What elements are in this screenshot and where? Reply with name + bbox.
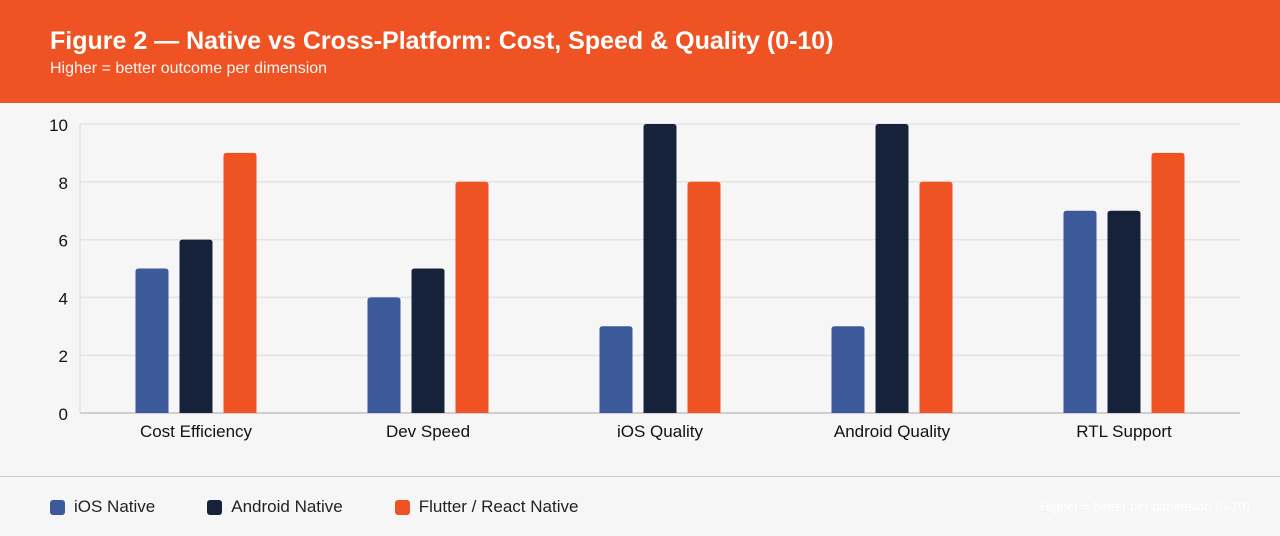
bar-ios-native xyxy=(831,326,865,413)
legend: iOS Native Android Native Flutter / React … xyxy=(50,497,630,517)
legend-label: Flutter / React Native xyxy=(418,497,579,516)
bar-flutter-react-native xyxy=(455,181,489,413)
y-tick-label: 8 xyxy=(59,174,68,193)
x-tick-label: Cost Efficiency xyxy=(140,422,253,441)
legend-swatch xyxy=(50,499,65,515)
bar-ios-native xyxy=(135,268,169,413)
legend-swatch xyxy=(394,499,410,515)
chart-subtitle: Higher = better outcome per dimension xyxy=(50,60,328,77)
bar-android-native xyxy=(179,239,213,413)
bar-flutter-react-native xyxy=(223,152,257,413)
bar-chart: 0 2 4 6 8 10 Cost Efficiency Dev Speed iOS Quali… xyxy=(49,116,1240,441)
bar-android-native xyxy=(875,124,909,413)
x-tick-label: iOS Quality xyxy=(617,422,703,441)
bar-ios-native xyxy=(1063,210,1097,413)
legend-label: iOS Native xyxy=(74,497,156,516)
bar-android-native xyxy=(1107,210,1141,413)
bar-android-native xyxy=(643,124,677,413)
bar-flutter-react-native xyxy=(687,181,721,413)
header-banner: Figure 2 — Native vs Cross-Platform: Cos… xyxy=(0,0,1280,103)
y-tick-label: 4 xyxy=(59,289,68,308)
x-tick-label: Dev Speed xyxy=(386,422,470,441)
divider xyxy=(0,476,1280,477)
bar-flutter-react-native xyxy=(919,181,953,413)
bar-flutter-react-native xyxy=(1151,152,1185,413)
y-tick-label: 6 xyxy=(59,232,68,251)
bar-ios-native xyxy=(599,326,633,413)
bar-android-native xyxy=(411,268,445,413)
y-tick-label: 2 xyxy=(59,347,68,366)
x-tick-label: RTL Support xyxy=(1076,422,1172,441)
chart-title: Figure 2 — Native vs Cross-Platform: Cos… xyxy=(50,27,834,55)
legend-item: iOS Native xyxy=(50,497,155,517)
legend-label: Android Native xyxy=(231,497,343,516)
legend-item: Flutter / React Native xyxy=(394,497,579,517)
y-tick-label: 10 xyxy=(49,116,68,135)
bar-ios-native xyxy=(367,297,401,413)
footer-note: Higher = better per dimension (0-10) xyxy=(1040,499,1250,514)
x-tick-label: Android Quality xyxy=(834,422,951,441)
legend-swatch xyxy=(207,499,223,515)
legend-item: Android Native xyxy=(207,497,343,517)
y-tick-label: 0 xyxy=(59,405,68,424)
